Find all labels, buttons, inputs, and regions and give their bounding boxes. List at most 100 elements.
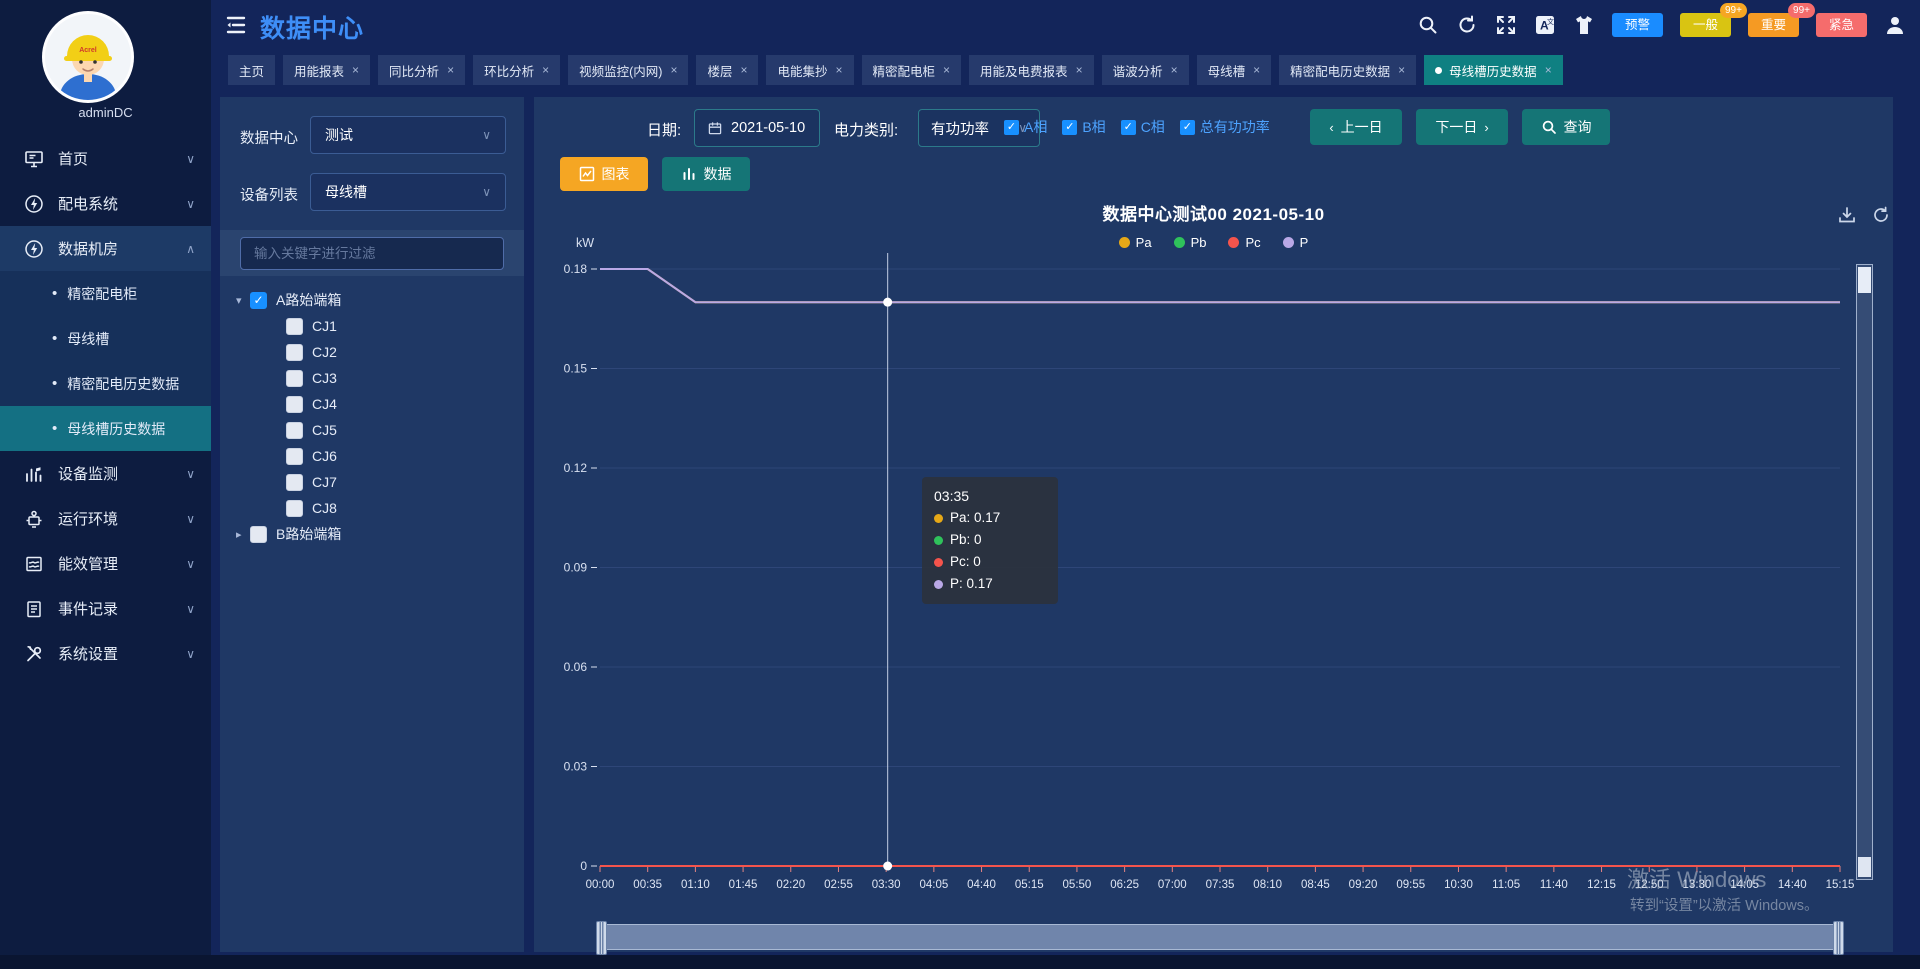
tab-close-icon[interactable]: × — [1544, 63, 1552, 77]
tree-checkbox[interactable] — [286, 447, 303, 465]
sidebar-subitem-母线槽历史数据[interactable]: • 母线槽历史数据 — [0, 406, 211, 451]
tree-node-B路始端箱[interactable]: ▸ B路始端箱 — [220, 521, 524, 547]
sidebar-item-运行环境[interactable]: 运行环境 ∨ — [0, 496, 211, 541]
phase-checkbox-C相[interactable]: ✓ C相 — [1120, 117, 1165, 137]
phase-checkbox-A相[interactable]: ✓ A相 — [1004, 117, 1047, 137]
sidebar-subitem-精密配电柜[interactable]: • 精密配电柜 — [0, 271, 211, 316]
tree-node-CJ6[interactable]: CJ6 — [220, 443, 524, 469]
tree-node-CJ7[interactable]: CJ7 — [220, 469, 524, 495]
user-icon[interactable] — [1884, 14, 1906, 36]
checkbox-icon[interactable]: ✓ — [1120, 119, 1136, 135]
checkbox-icon[interactable]: ✓ — [1179, 119, 1195, 135]
alarm-badge-重要[interactable]: 重要 99+ — [1747, 2, 1815, 37]
sidebar-item-首页[interactable]: 首页 ∨ — [0, 136, 211, 181]
power-type-select[interactable]: 有功功率 ∨ — [918, 109, 1040, 147]
alarm-badge-紧急[interactable]: 紧急 — [1815, 12, 1867, 37]
datacenter-select[interactable]: 测试 ∨ — [310, 116, 506, 154]
tree-checkbox[interactable] — [286, 421, 303, 439]
datazoom-left-handle[interactable] — [596, 921, 607, 955]
tab-电能集抄[interactable]: 电能集抄 × — [766, 55, 854, 85]
tree-node-CJ2[interactable]: CJ2 — [220, 339, 524, 365]
sidebar-item-事件记录[interactable]: 事件记录 ∨ — [0, 586, 211, 631]
caret-right-icon[interactable]: ▸ — [236, 528, 242, 541]
sidebar-item-设备监测[interactable]: 设备监测 ∨ — [0, 451, 211, 496]
datazoom-slider[interactable] — [596, 921, 1844, 955]
legend-item-Pc[interactable]: Pc — [1228, 235, 1261, 250]
phase-checkbox-总有功功率[interactable]: ✓ 总有功功率 — [1179, 117, 1270, 137]
checkbox-icon[interactable]: ✓ — [1004, 119, 1019, 135]
alarm-badge-一般[interactable]: 一般 99+ — [1679, 2, 1747, 37]
sidebar-item-系统设置[interactable]: 系统设置 ∨ — [0, 631, 211, 676]
tab-close-icon[interactable]: × — [740, 63, 748, 77]
tree-checkbox[interactable]: ✓ — [250, 291, 267, 309]
tab-close-icon[interactable]: × — [542, 63, 550, 77]
chart-view-button[interactable]: 图表 — [560, 157, 648, 191]
sidebar-item-能效管理[interactable]: 能效管理 ∨ — [0, 541, 211, 586]
prev-day-button[interactable]: ‹ 上一日 — [1310, 109, 1402, 145]
tab-用能及电费报表[interactable]: 用能及电费报表 × — [969, 55, 1094, 85]
tab-close-icon[interactable]: × — [1253, 63, 1261, 77]
tab-环比分析[interactable]: 环比分析 × — [473, 55, 561, 85]
alarm-badge-预警[interactable]: 预警 — [1611, 12, 1663, 37]
legend-item-Pa[interactable]: Pa — [1118, 235, 1152, 250]
search-icon[interactable] — [1417, 14, 1439, 36]
tab-close-icon[interactable]: × — [447, 63, 455, 77]
tab-用能报表[interactable]: 用能报表 × — [283, 55, 371, 85]
legend-item-P[interactable]: P — [1282, 235, 1308, 250]
vertical-scrollbar[interactable] — [1856, 264, 1873, 880]
avatar[interactable]: Acrel — [42, 11, 134, 103]
date-input[interactable]: 2021-05-10 — [694, 109, 820, 147]
tab-close-icon[interactable]: × — [670, 63, 678, 77]
tab-母线槽历史数据[interactable]: 母线槽历史数据 × — [1424, 55, 1563, 85]
tree-checkbox[interactable] — [286, 473, 303, 491]
tree-checkbox[interactable] — [286, 369, 303, 387]
tree-node-CJ1[interactable]: CJ1 — [220, 313, 524, 339]
tab-母线槽[interactable]: 母线槽 × — [1196, 55, 1272, 85]
sidebar-item-配电系统[interactable]: 配电系统 ∨ — [0, 181, 211, 226]
tab-close-icon[interactable]: × — [1075, 63, 1083, 77]
refresh-icon[interactable] — [1456, 14, 1478, 36]
data-view-button[interactable]: 数据 — [662, 157, 750, 191]
tree-node-CJ5[interactable]: CJ5 — [220, 417, 524, 443]
tab-视频监控(内网)[interactable]: 视频监控(内网) × — [568, 55, 689, 85]
tab-谐波分析[interactable]: 谐波分析 × — [1101, 55, 1189, 85]
tree-checkbox[interactable] — [286, 395, 303, 413]
query-button[interactable]: 查询 — [1522, 109, 1610, 145]
sidebar-subitem-母线槽[interactable]: • 母线槽 — [0, 316, 211, 361]
tab-close-icon[interactable]: × — [1398, 63, 1406, 77]
hamburger-icon[interactable] — [224, 13, 248, 37]
refresh-icon[interactable] — [1871, 205, 1891, 225]
tab-close-icon[interactable]: × — [943, 63, 951, 77]
tree-checkbox[interactable] — [286, 343, 303, 361]
tree-checkbox[interactable] — [250, 525, 267, 543]
tab-同比分析[interactable]: 同比分析 × — [378, 55, 466, 85]
sidebar-subitem-精密配电历史数据[interactable]: • 精密配电历史数据 — [0, 361, 211, 406]
caret-down-icon[interactable]: ▾ — [236, 294, 242, 307]
sidebar-item-数据机房[interactable]: 数据机房 ∧ — [0, 226, 211, 271]
tab-精密配电柜[interactable]: 精密配电柜 × — [861, 55, 962, 85]
tree-search-input[interactable] — [240, 237, 504, 270]
checkbox-icon[interactable]: ✓ — [1062, 119, 1078, 135]
next-day-button[interactable]: 下一日 › — [1416, 109, 1508, 145]
tree-checkbox[interactable] — [286, 499, 303, 517]
scrollbar-end[interactable] — [1858, 857, 1871, 877]
tree-node-CJ8[interactable]: CJ8 — [220, 495, 524, 521]
datazoom-right-handle[interactable] — [1833, 921, 1844, 955]
tab-close-icon[interactable]: × — [1170, 63, 1178, 77]
tab-主页[interactable]: 主页 — [228, 55, 276, 85]
tab-close-icon[interactable]: × — [835, 63, 843, 77]
tree-node-A路始端箱[interactable]: ▾ ✓ A路始端箱 — [220, 287, 524, 313]
tab-精密配电历史数据[interactable]: 精密配电历史数据 × — [1279, 55, 1417, 85]
fullscreen-icon[interactable] — [1495, 14, 1517, 36]
tree-node-CJ3[interactable]: CJ3 — [220, 365, 524, 391]
theme-icon[interactable] — [1573, 14, 1595, 36]
tree-node-CJ4[interactable]: CJ4 — [220, 391, 524, 417]
tree-checkbox[interactable] — [286, 317, 303, 335]
tab-close-icon[interactable]: × — [352, 63, 360, 77]
device-list-select[interactable]: 母线槽 ∨ — [310, 173, 506, 211]
phase-checkbox-B相[interactable]: ✓ B相 — [1062, 117, 1106, 137]
tab-楼层[interactable]: 楼层 × — [696, 55, 759, 85]
download-icon[interactable] — [1837, 205, 1857, 225]
legend-item-Pb[interactable]: Pb — [1173, 235, 1206, 250]
